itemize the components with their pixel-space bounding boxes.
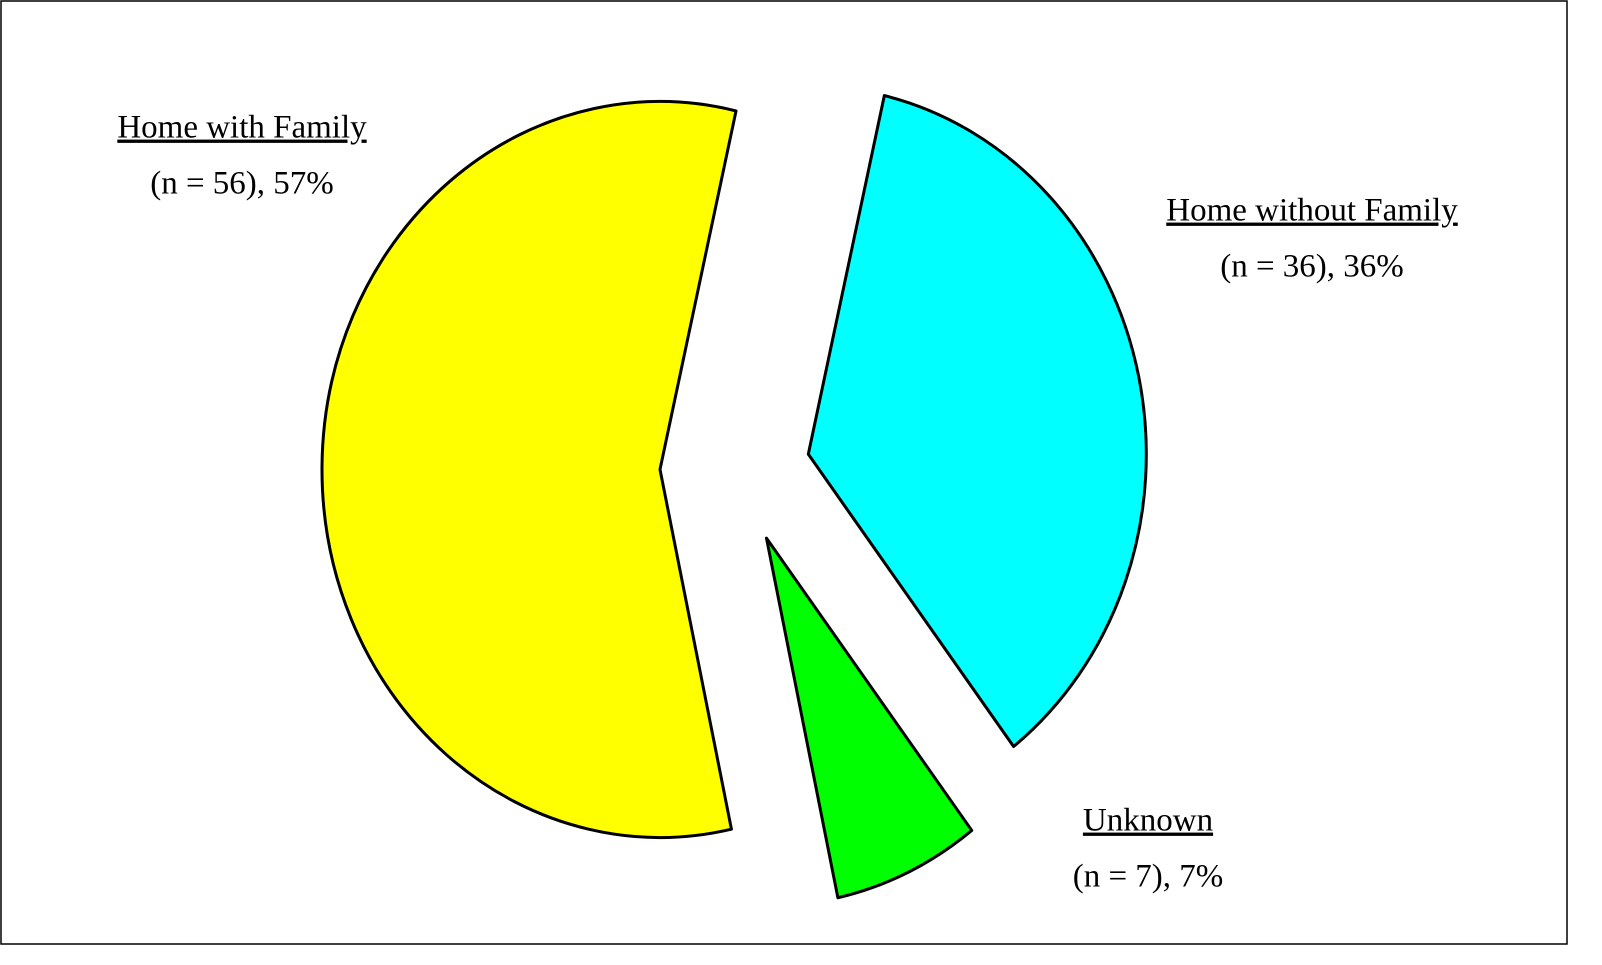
slice-label: Home without Family — [1166, 193, 1458, 229]
slice-label: Home with Family — [117, 110, 367, 146]
slice-value-label: (n = 7), 7% — [1073, 859, 1224, 895]
pie-slice — [320, 99, 738, 839]
pie-slice — [806, 94, 1148, 748]
slice-value-label: (n = 36), 36% — [1220, 249, 1404, 285]
slice-value-label: (n = 56), 57% — [150, 166, 334, 202]
slice-label: Unknown — [1083, 803, 1213, 839]
pie-slice — [764, 536, 974, 900]
chart-frame — [0, 0, 1568, 945]
